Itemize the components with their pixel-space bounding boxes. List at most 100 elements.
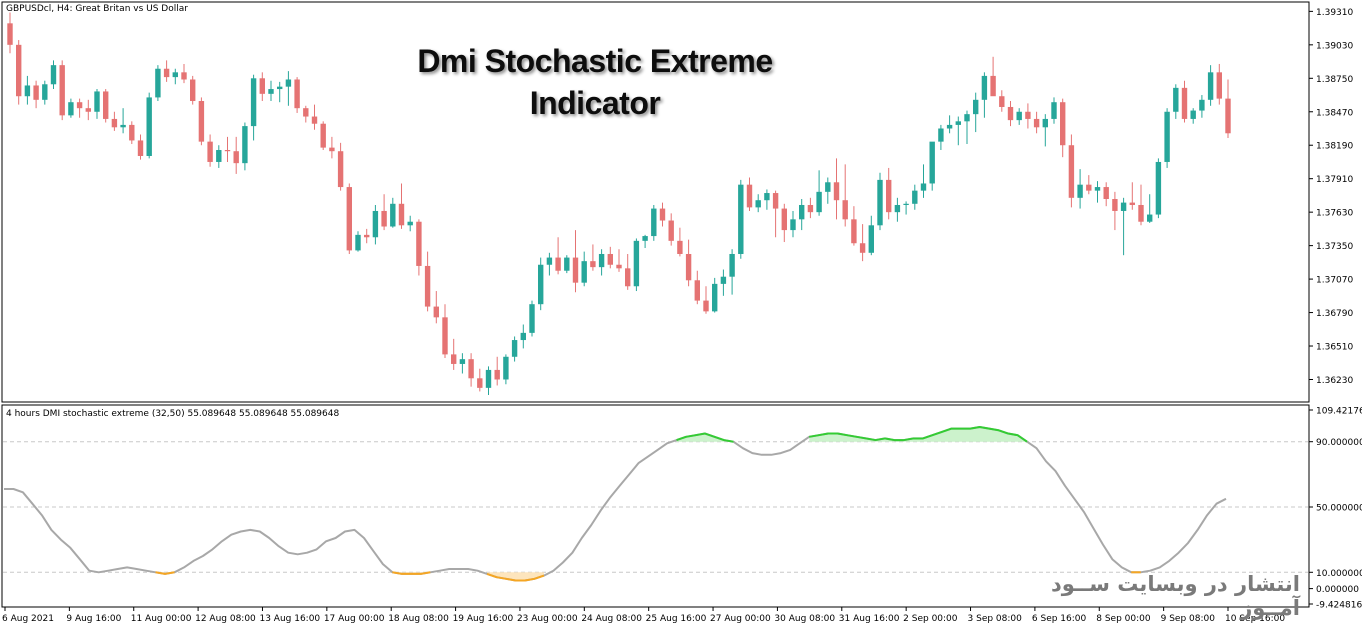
candle-body [955, 121, 961, 125]
candle-body [651, 208, 657, 237]
title-line-1: Dmi Stochastic Extreme [417, 43, 773, 79]
candle-body [120, 124, 126, 128]
time-tick-label: 31 Aug 16:00 [839, 614, 900, 624]
candle-body [590, 261, 596, 268]
symbol-label: GBPUSDcl, H4: Great Britan vs US Dollar [6, 4, 188, 14]
candle-body [964, 114, 970, 122]
candle-body [355, 234, 361, 251]
indicator-levels [3, 441, 1308, 573]
oversold-zone-line [486, 572, 545, 582]
indicator-tick-label: 10.000000 [1316, 569, 1362, 579]
candle-body [694, 280, 700, 301]
candle-body [216, 150, 222, 162]
indicator-tick-label: 109.421763 [1316, 407, 1362, 417]
candle-body [546, 257, 553, 265]
candle-body [920, 183, 927, 191]
candle-body [764, 193, 770, 201]
candle-body [990, 75, 996, 97]
candle-body [712, 283, 718, 312]
candle-body [398, 203, 405, 226]
candle-body [616, 264, 622, 269]
candle-body [677, 240, 683, 254]
candle-body [842, 200, 848, 220]
price-tick-label: 1.37070 [1316, 276, 1353, 286]
candle-body [1173, 87, 1179, 112]
candles-layer [7, 12, 1231, 396]
indicator-pane-frame [1, 404, 1310, 608]
candle-body [929, 141, 935, 184]
candle-body [755, 200, 761, 208]
indicator-line-layer [4, 426, 1227, 582]
oversold-zone-line [392, 571, 431, 575]
candle-body [259, 78, 265, 94]
candle-body [1060, 102, 1066, 146]
candle-body [1199, 99, 1205, 111]
candle-body [555, 257, 561, 271]
time-tick-label: 24 Aug 08:00 [581, 614, 642, 624]
price-tick-label: 1.37350 [1316, 242, 1353, 252]
candle-body [877, 179, 883, 226]
candle-body [685, 253, 692, 281]
candle-body [868, 225, 874, 253]
price-tick-label: 1.36510 [1316, 343, 1353, 353]
candle-body [1103, 187, 1109, 200]
time-tick-label: 11 Aug 00:00 [131, 614, 192, 624]
candle-body [581, 261, 587, 283]
time-tick-label: 2 Sep 00:00 [903, 614, 958, 624]
candle-body [886, 179, 892, 213]
candle-body [1129, 202, 1135, 205]
candle-body [494, 369, 500, 380]
time-tick-label: 19 Aug 16:00 [453, 614, 514, 624]
candle-body [729, 253, 735, 277]
candle-body [529, 304, 535, 333]
candle-body [390, 203, 396, 227]
candle-body [703, 300, 709, 312]
candle-body [285, 79, 292, 87]
candle-body [503, 356, 509, 380]
candle-body [807, 204, 814, 213]
candle-body [146, 97, 152, 156]
candle-body [459, 359, 466, 364]
candle-body [511, 340, 518, 357]
oversold-zone-line [155, 571, 175, 575]
candle-body [746, 184, 753, 208]
time-axis: 6 Aug 2021 9 Aug 16:00 11 Aug 00:00 12 Aug … [2, 607, 1285, 624]
candle-body [1068, 145, 1075, 198]
candle-body [833, 182, 840, 201]
candle-body [912, 190, 918, 204]
price-tick-label: 1.36790 [1316, 309, 1353, 319]
candle-body [1033, 118, 1040, 128]
candle-body [50, 65, 57, 85]
candle-body [1147, 214, 1153, 222]
candle-body [477, 378, 483, 388]
candle-body [250, 78, 257, 127]
candle-body [607, 253, 613, 265]
candle-body [851, 219, 857, 244]
time-tick-label: 12 Aug 08:00 [195, 614, 256, 624]
price-tick-label: 1.38190 [1316, 142, 1353, 152]
candle-body [485, 369, 492, 388]
candle-body [198, 101, 205, 142]
time-tick-label: 8 Sep 00:00 [1096, 614, 1151, 624]
candle-body [76, 102, 83, 109]
candle-body [190, 79, 196, 102]
price-tick-label: 1.38750 [1316, 75, 1353, 85]
candle-body [1155, 161, 1162, 215]
time-tick-label: 18 Aug 08:00 [388, 614, 449, 624]
candle-body [790, 219, 796, 231]
candle-body [407, 221, 413, 226]
title-line-2: Indicator [529, 85, 661, 121]
candle-body [981, 75, 988, 100]
indicator-tick-label: 50.000000 [1316, 503, 1362, 513]
candle-body [859, 243, 866, 253]
candle-body [129, 124, 135, 141]
price-tick-label: 1.39030 [1316, 41, 1353, 51]
candle-body [85, 108, 91, 112]
candle-body [468, 359, 474, 379]
candle-body [825, 182, 831, 192]
candle-body [1120, 202, 1127, 211]
oversold-zone-fill [487, 572, 544, 581]
candle-body [311, 116, 318, 124]
candle-body [738, 184, 744, 254]
